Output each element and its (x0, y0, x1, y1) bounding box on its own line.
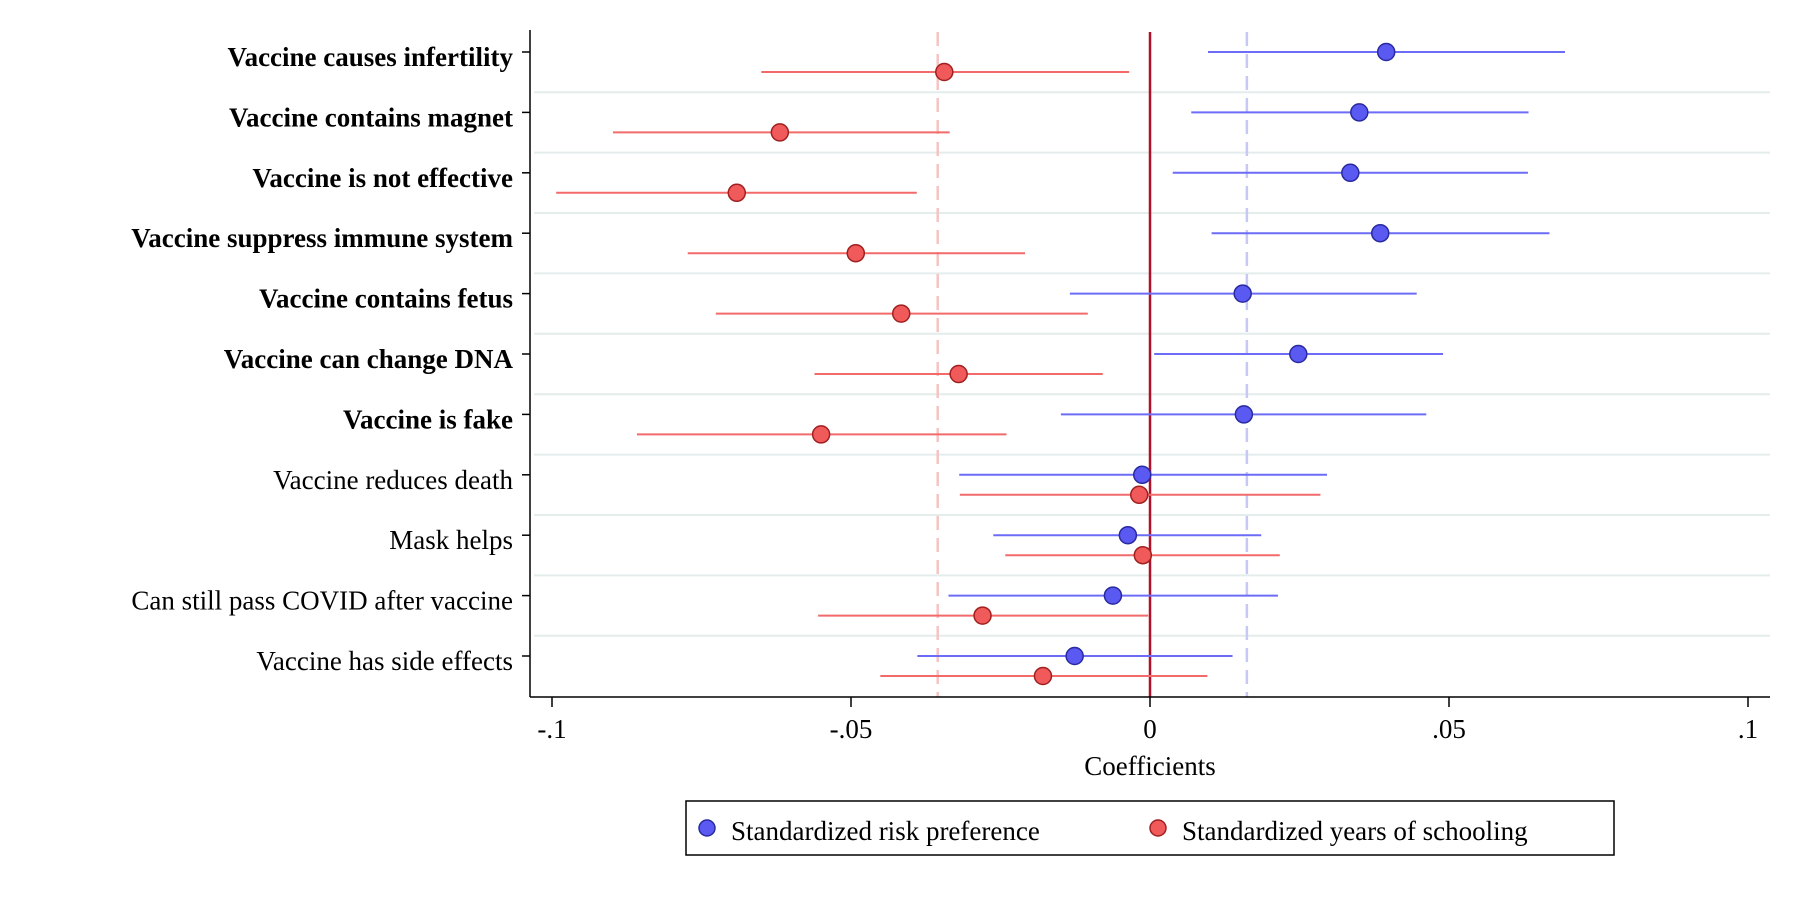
point-estimate (1350, 103, 1369, 122)
point-estimate (811, 425, 831, 444)
point-estimate (891, 304, 911, 323)
point-estimate (846, 243, 866, 263)
category-label: Vaccine can change DNA (224, 344, 514, 374)
point-estimate (1133, 545, 1153, 565)
point-estimate (1234, 405, 1254, 424)
x-tick-label: -.1 (537, 714, 566, 744)
x-axis-title: Coefficients (1084, 751, 1215, 781)
point-estimate (1033, 666, 1053, 686)
point-estimate (1103, 586, 1123, 605)
x-axis-ticks: -.1 -.05 0 .05 .1 (537, 697, 1758, 744)
point-estimate (949, 364, 968, 384)
category-label: Vaccine has side effects (256, 646, 513, 676)
point-estimate (1289, 344, 1308, 364)
category-label: Can still pass COVID after vaccine (131, 586, 513, 616)
grid-lines (534, 91, 1770, 637)
point-estimate (727, 183, 747, 203)
reference-lines (936, 32, 1249, 697)
category-label: Vaccine suppress immune system (131, 223, 513, 253)
point-estimate (1118, 525, 1138, 545)
category-label: Vaccine reduces death (273, 465, 513, 495)
x-tick-label: .05 (1432, 714, 1466, 744)
point-estimate (1233, 284, 1252, 303)
category-label: Vaccine contains magnet (229, 102, 513, 132)
category-label: Vaccine causes infertility (228, 42, 514, 72)
point-estimate (1065, 646, 1084, 666)
point-estimate (770, 123, 790, 142)
x-tick-label: .1 (1738, 714, 1758, 744)
point-estimate (1132, 465, 1152, 485)
point-estimate (935, 62, 954, 82)
point-estimate (1341, 163, 1360, 183)
legend: Standardized risk preference Standardized… (685, 800, 1615, 856)
point-estimate (1370, 223, 1390, 243)
category-label: Vaccine is not effective (252, 163, 513, 193)
point-estimate (1376, 42, 1396, 62)
x-tick-label: 0 (1143, 714, 1157, 744)
y-axis-labels: Vaccine causes infertility Vaccine contai… (131, 42, 513, 676)
legend-label: Standardized years of schooling (1182, 816, 1528, 846)
point-estimate (1129, 485, 1149, 505)
category-label: Vaccine is fake (343, 404, 513, 434)
legend-label: Standardized risk preference (731, 816, 1040, 846)
category-label: Mask helps (389, 525, 513, 555)
x-tick-label: -.05 (830, 714, 873, 744)
point-estimate (973, 606, 992, 625)
legend-marker (698, 819, 716, 837)
category-label: Vaccine contains fetus (259, 284, 513, 314)
series-marks (556, 42, 1566, 686)
legend-marker (1149, 819, 1167, 837)
